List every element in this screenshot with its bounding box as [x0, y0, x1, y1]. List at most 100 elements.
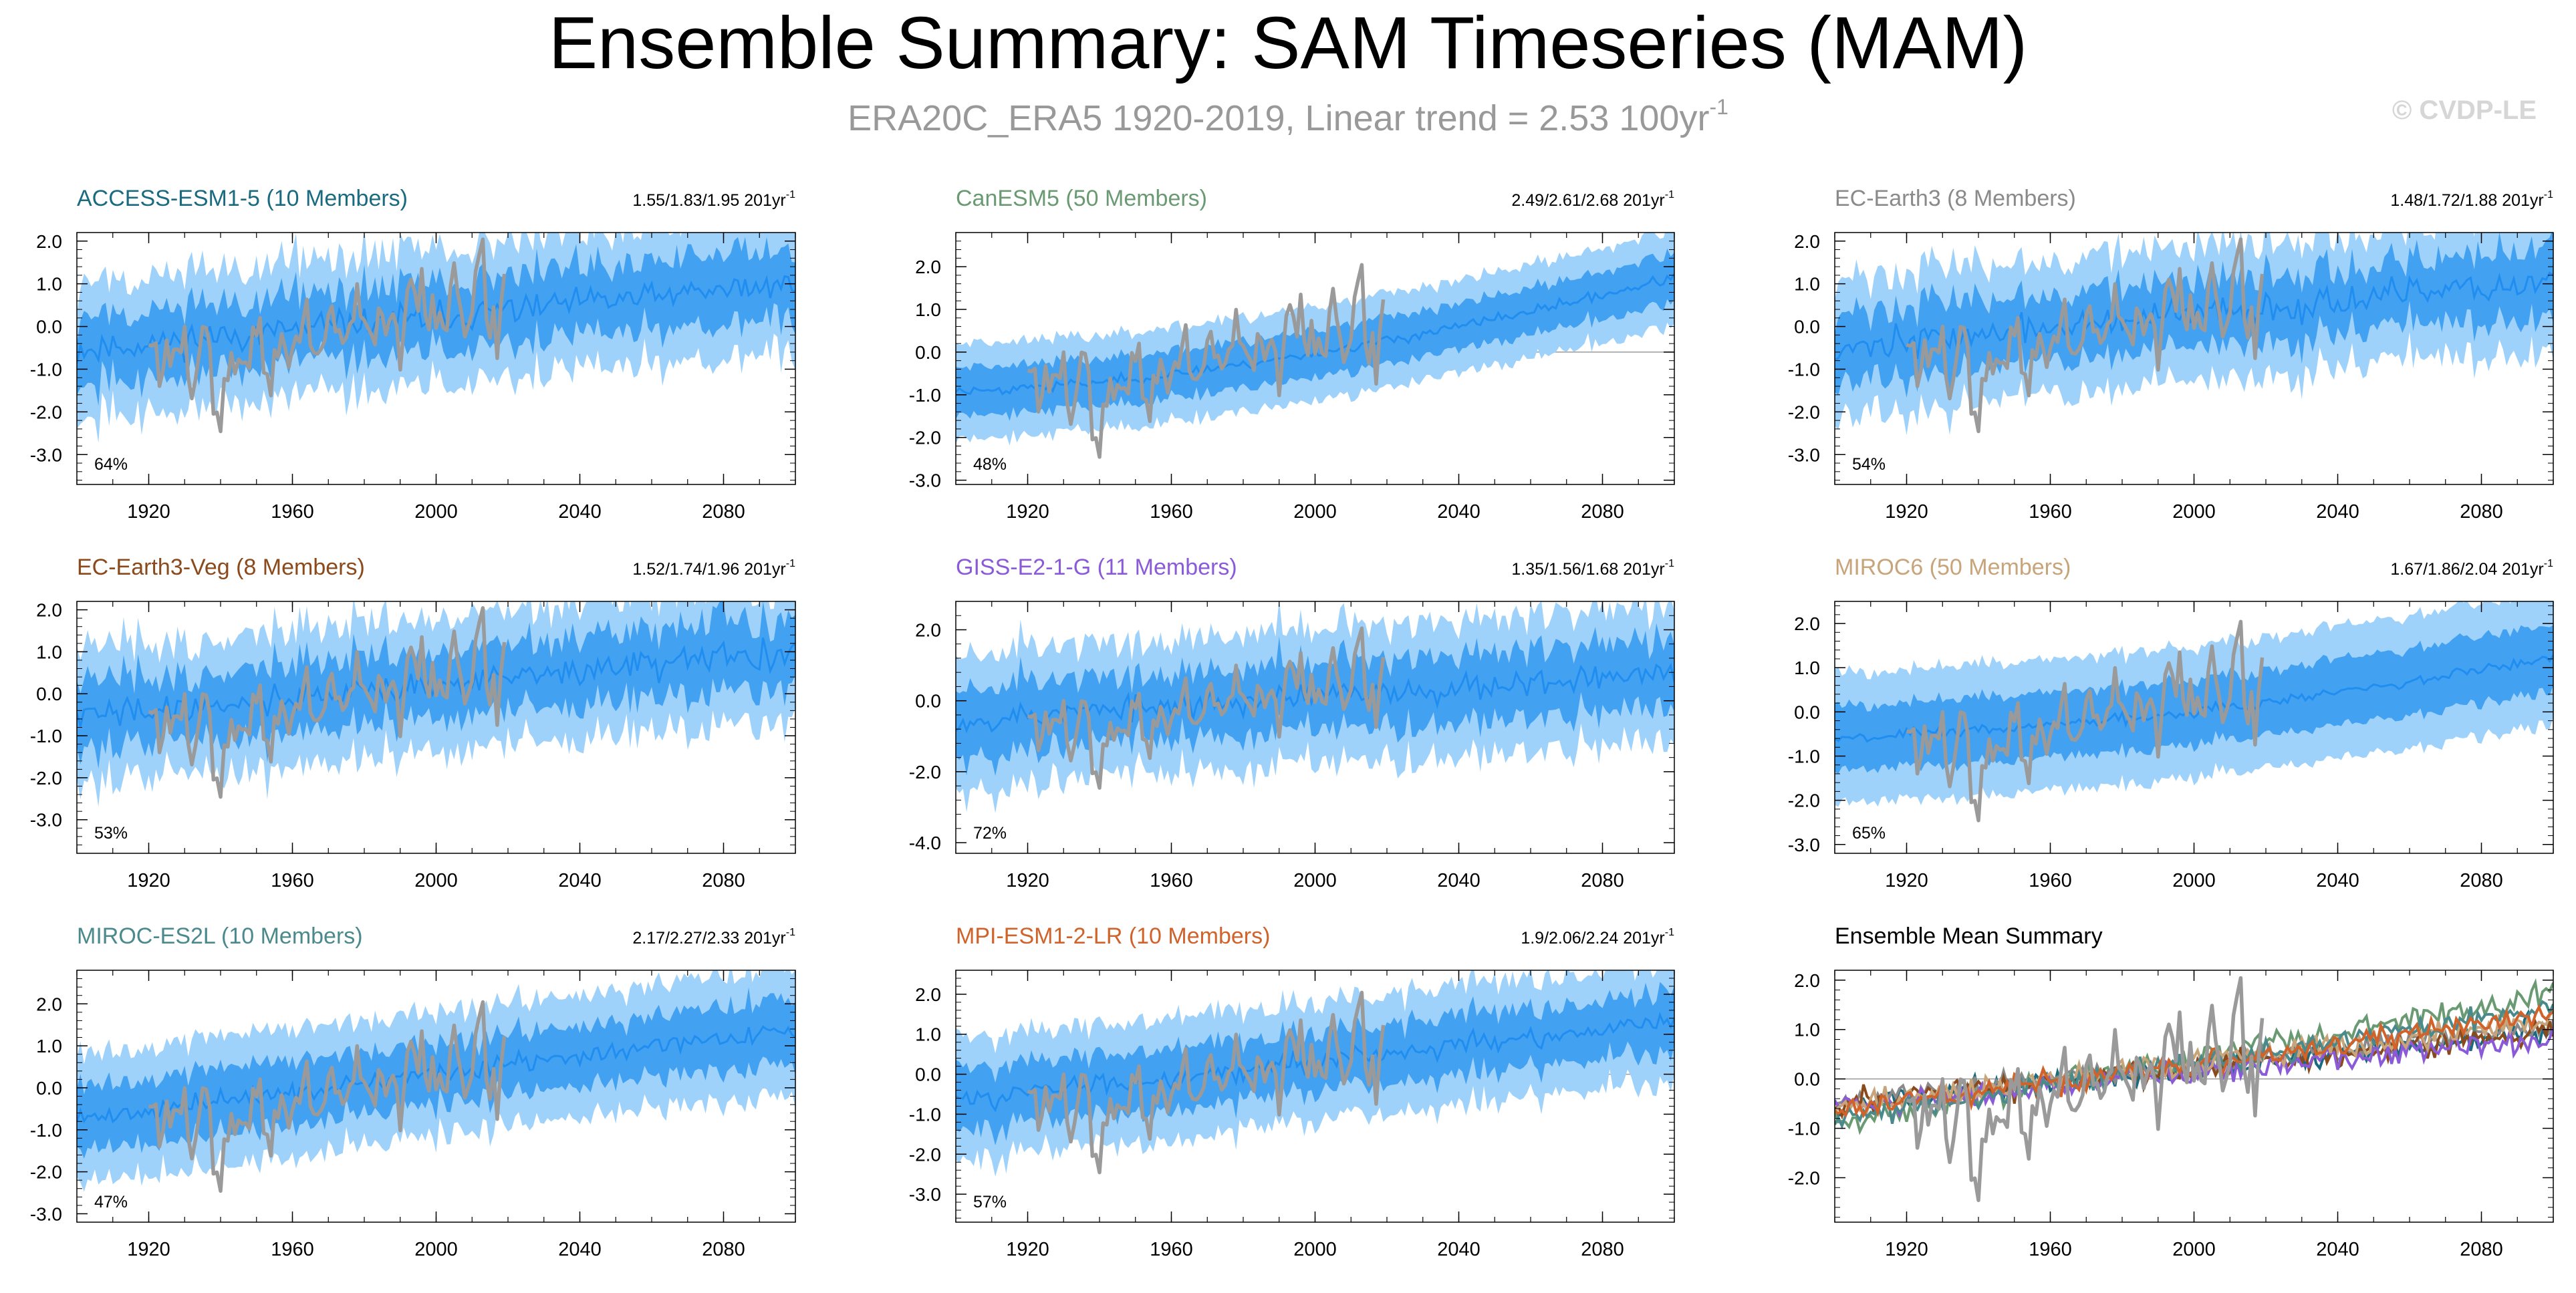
x-tick-label: 2040 [2316, 870, 2359, 891]
y-tick-label: -2.0 [1788, 402, 1820, 422]
percent-label: 47% [94, 1193, 128, 1211]
y-tick-label: 2.0 [1794, 231, 1820, 252]
trend-sup: -1 [1665, 189, 1674, 200]
x-tick-label: 2080 [702, 501, 745, 523]
y-tick-label: 0.0 [1794, 317, 1820, 337]
x-tick-label: 1960 [1150, 870, 1193, 891]
figure-subtitle: ERA20C_ERA5 1920-2019, Linear trend = 2.… [848, 95, 1728, 138]
y-tick-label: 0.0 [1794, 1069, 1820, 1090]
x-tick-label: 2080 [702, 870, 745, 891]
trend-sup: -1 [1665, 927, 1674, 938]
trend-value: 1.9/2.06/2.24 201yr [1521, 929, 1664, 948]
observed-line [148, 1000, 507, 1193]
panel-2: EC-Earth3 (8 Members) 1.48/1.72/1.88 201y… [1788, 186, 2554, 523]
y-tick-label: 0.0 [915, 1064, 941, 1085]
x-tick-label: 2000 [414, 870, 458, 891]
x-tick-label: 2000 [414, 501, 458, 523]
percent-label: 72% [973, 824, 1007, 843]
x-tick-label: 1920 [1006, 1239, 1049, 1260]
trend-label: 1.35/1.56/1.68 201yr-1 [1511, 558, 1674, 579]
x-tick-label: 1920 [1006, 870, 1049, 891]
y-tick-label: 1.0 [1794, 1020, 1820, 1040]
panel-7: MPI-ESM1-2-LR (10 Members) 1.9/2.06/2.24 … [909, 923, 1675, 1260]
percent-label: 54% [1852, 455, 1886, 474]
trend-label: 1.52/1.74/1.96 201yr-1 [632, 558, 795, 579]
x-tick-label: 2080 [1581, 1239, 1624, 1260]
trend-sup: -1 [786, 927, 795, 938]
y-tick-label: 2.0 [1794, 970, 1820, 991]
y-tick-label: 2.0 [915, 257, 941, 277]
panel-8: Ensemble Mean Summary 1920 1960 2000 2040 208… [1788, 923, 2554, 1260]
x-tick-label: 2000 [1293, 1239, 1337, 1260]
x-tick-label: 2040 [1437, 501, 1480, 523]
trend-label: 1.67/1.86/2.04 201yr-1 [2390, 558, 2553, 579]
x-tick-label: 2000 [2172, 1239, 2216, 1260]
trend-label: 2.49/2.61/2.68 201yr-1 [1511, 189, 1674, 210]
x-tick-label: 2040 [1437, 870, 1480, 891]
trend-sup: -1 [2544, 189, 2553, 200]
x-tick-label: 1960 [1150, 501, 1193, 523]
x-tick-label: 1960 [271, 1239, 314, 1260]
y-tick-label: 0.0 [915, 342, 941, 363]
panel-4: GISS-E2-1-G (11 Members) 1.35/1.56/1.68 2… [909, 555, 1675, 891]
subtitle-sup: -1 [1709, 95, 1728, 119]
x-tick-label: 2080 [2460, 870, 2503, 891]
trend-value: 1.55/1.83/1.95 201yr [632, 191, 785, 210]
x-tick-label: 1960 [271, 870, 314, 891]
y-tick-label: -1.0 [1788, 1119, 1820, 1139]
panel-title: MPI-ESM1-2-LR (10 Members) [956, 923, 1270, 949]
spread-band-inner [956, 249, 1674, 421]
panel-title: CanESM5 (50 Members) [956, 186, 1207, 211]
x-tick-label: 2000 [2172, 870, 2216, 891]
percent-label: 57% [973, 1193, 1007, 1211]
trend-value: 1.48/1.72/1.88 201yr [2390, 191, 2543, 210]
y-tick-label: 2.0 [915, 619, 941, 640]
x-tick-label: 2000 [1293, 870, 1337, 891]
x-tick-label: 1920 [1885, 870, 1928, 891]
y-tick-label: 2.0 [36, 231, 62, 252]
y-tick-label: -1.0 [1788, 359, 1820, 380]
y-tick-label: -4.0 [909, 833, 941, 853]
panel-5: MIROC6 (50 Members) 1.67/1.86/2.04 201yr-… [1788, 555, 2554, 891]
panel-1: CanESM5 (50 Members) 2.49/2.61/2.68 201yr… [909, 186, 1675, 523]
y-tick-label: -2.0 [1788, 791, 1820, 811]
y-tick-label: -1.0 [909, 385, 941, 406]
y-tick-label: 1.0 [915, 1024, 941, 1045]
y-tick-label: 1.0 [1794, 274, 1820, 295]
observed-line [1906, 237, 2265, 434]
y-tick-label: -2.0 [1788, 1167, 1820, 1188]
y-tick-label: 0.0 [36, 684, 62, 704]
summary-series-MIROC6 [1835, 1010, 2553, 1115]
trend-sup: -1 [1665, 558, 1674, 569]
trend-value: 2.17/2.27/2.33 201yr [632, 929, 785, 948]
trend-value: 2.49/2.61/2.68 201yr [1511, 191, 1664, 210]
y-tick-label: -3.0 [909, 470, 941, 491]
panel-title: ACCESS-ESM1-5 (10 Members) [77, 186, 408, 211]
observed-line [1027, 263, 1386, 459]
x-tick-label: 2080 [1581, 870, 1624, 891]
y-tick-label: -3.0 [30, 444, 62, 465]
trend-value: 1.52/1.74/1.96 201yr [632, 560, 785, 579]
y-tick-label: -1.0 [30, 359, 62, 380]
y-tick-label: -2.0 [909, 428, 941, 448]
percent-label: 64% [94, 455, 128, 474]
observed-line [1027, 626, 1386, 790]
x-tick-label: 2080 [1581, 501, 1624, 523]
x-tick-label: 2080 [2460, 1239, 2503, 1260]
y-tick-label: -3.0 [1788, 444, 1820, 465]
y-tick-label: -1.0 [30, 1120, 62, 1141]
y-tick-label: 2.0 [915, 984, 941, 1005]
x-tick-label: 1960 [2029, 1239, 2072, 1260]
x-tick-label: 1920 [127, 870, 170, 891]
panel-title: EC-Earth3-Veg (8 Members) [77, 555, 365, 580]
trend-sup: -1 [786, 189, 795, 200]
trend-label: 1.9/2.06/2.24 201yr-1 [1521, 927, 1674, 948]
y-tick-label: -1.0 [909, 1104, 941, 1125]
y-tick-label: 1.0 [915, 299, 941, 320]
y-tick-label: 0.0 [36, 1078, 62, 1099]
y-tick-label: 1.0 [36, 641, 62, 662]
x-tick-label: 1960 [1150, 1239, 1193, 1260]
x-tick-label: 1920 [1885, 501, 1928, 523]
x-tick-label: 1960 [271, 501, 314, 523]
